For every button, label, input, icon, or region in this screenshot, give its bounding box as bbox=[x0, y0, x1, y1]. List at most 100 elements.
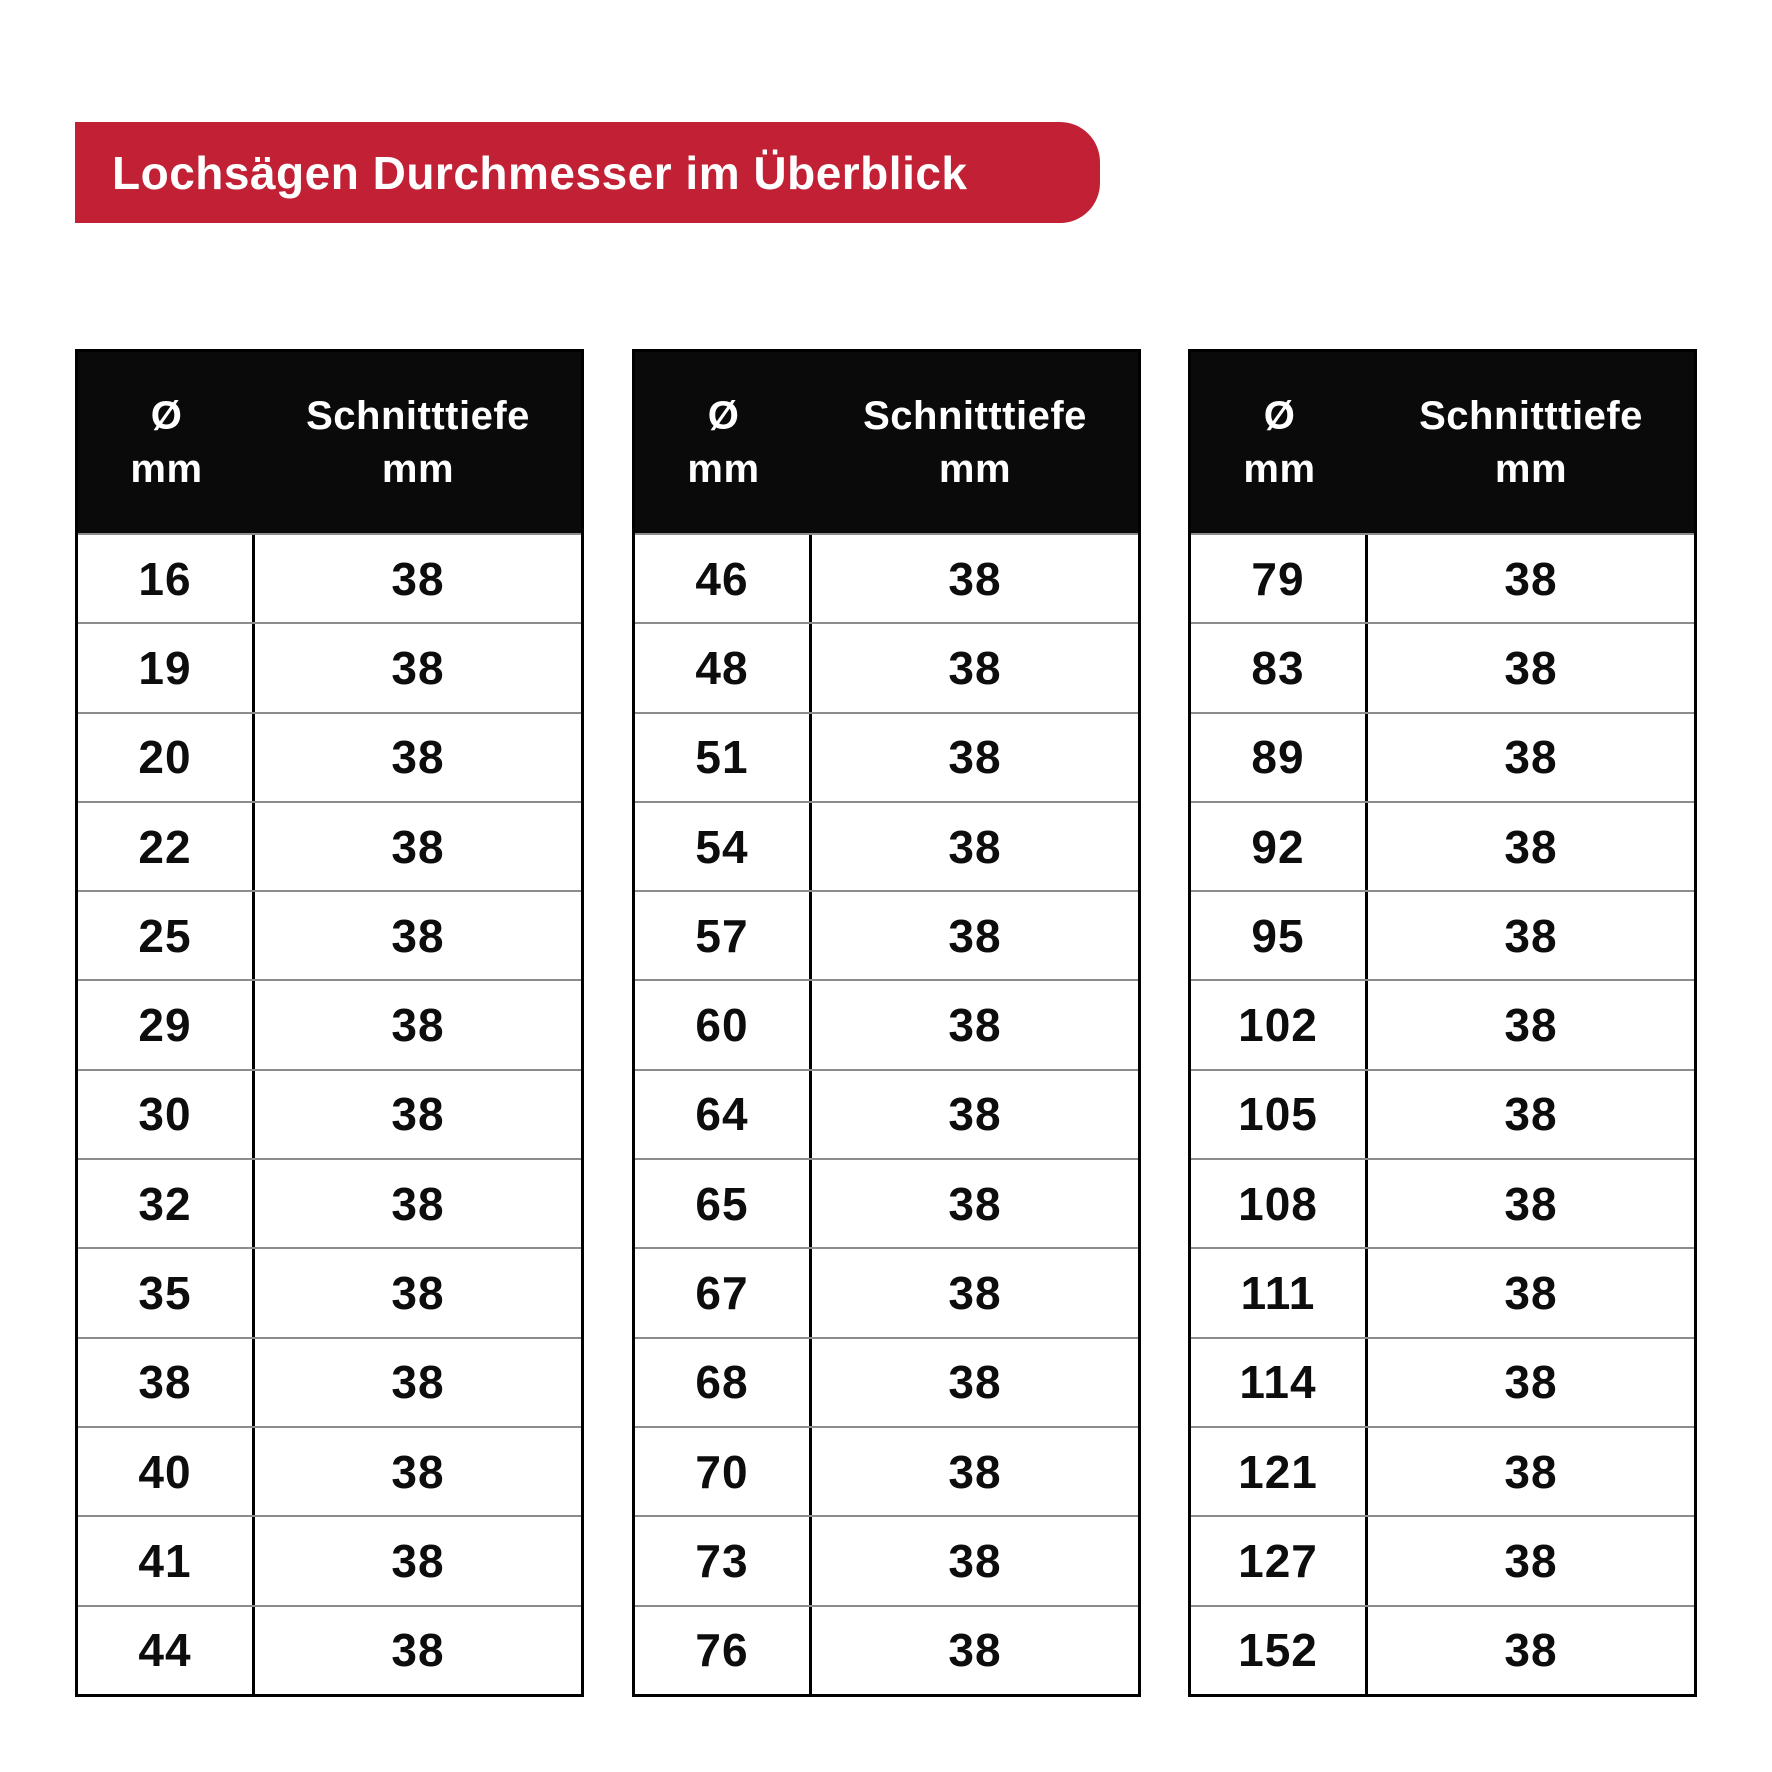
table-row: 127 38 bbox=[1191, 1515, 1694, 1605]
table-row: 30 38 bbox=[78, 1068, 581, 1159]
diameter-symbol: Ø bbox=[1263, 393, 1296, 438]
diameter-cell: 79 bbox=[1191, 535, 1368, 623]
cut-depth-cell: 38 bbox=[1504, 731, 1558, 784]
table-row: 46 38 bbox=[635, 533, 1138, 623]
cut-depth-unit: mm bbox=[1494, 446, 1568, 491]
diameter-cell: 46 bbox=[635, 535, 812, 623]
cut-depth-cell: 38 bbox=[948, 1177, 1002, 1230]
cut-depth-label: Schnitttiefe bbox=[863, 393, 1087, 438]
diameter-cell: 16 bbox=[78, 535, 255, 623]
cut-depth-cell: 38 bbox=[1504, 999, 1558, 1052]
cut-depth-cell: 38 bbox=[948, 1624, 1002, 1677]
table-row: 29 38 bbox=[78, 979, 581, 1069]
cut-depth-cell: 38 bbox=[1504, 1624, 1558, 1677]
cut-depth-cell: 38 bbox=[948, 999, 1002, 1052]
cut-depth-cell: 38 bbox=[391, 820, 445, 873]
table-row: 70 38 bbox=[635, 1425, 1138, 1516]
cut-depth-cell: 38 bbox=[1504, 1534, 1558, 1587]
diameter-cell: 114 bbox=[1191, 1338, 1368, 1426]
diameter-cell: 41 bbox=[78, 1517, 255, 1605]
cut-depth-cell: 38 bbox=[948, 552, 1002, 605]
diameter-cell: 60 bbox=[635, 981, 812, 1069]
cut-depth-cell: 38 bbox=[391, 552, 445, 605]
diameter-unit: mm bbox=[130, 446, 203, 491]
table-row: 64 38 bbox=[635, 1068, 1138, 1159]
diameter-cell: 48 bbox=[635, 624, 812, 712]
cut-depth-cell: 38 bbox=[1504, 820, 1558, 873]
table-row: 121 38 bbox=[1191, 1425, 1694, 1516]
diameter-cell: 68 bbox=[635, 1338, 812, 1426]
table-row: 111 38 bbox=[1191, 1247, 1694, 1337]
cut-depth-cell: 38 bbox=[391, 909, 445, 962]
table-row: 54 38 bbox=[635, 800, 1138, 891]
table-row: 48 38 bbox=[635, 622, 1138, 712]
col-header-diameter: Ø mm bbox=[78, 390, 255, 496]
diameter-cell: 65 bbox=[635, 1160, 812, 1248]
cut-depth-unit: mm bbox=[938, 446, 1012, 491]
table-header: Ø mm Schnitttiefe mm bbox=[78, 352, 581, 533]
table-row: 60 38 bbox=[635, 979, 1138, 1069]
cut-depth-cell: 38 bbox=[948, 909, 1002, 962]
diameter-cell: 57 bbox=[635, 892, 812, 980]
cut-depth-cell: 38 bbox=[391, 1534, 445, 1587]
diameter-cell: 127 bbox=[1191, 1517, 1368, 1605]
cut-depth-cell: 38 bbox=[1504, 552, 1558, 605]
diameter-table-large: Ø mm Schnitttiefe mm 79 38 83 38 89 38 bbox=[1188, 349, 1697, 1697]
table-row: 25 38 bbox=[78, 890, 581, 980]
diameter-unit: mm bbox=[687, 446, 760, 491]
col-header-diameter: Ø mm bbox=[635, 390, 812, 496]
diameter-cell: 73 bbox=[635, 1517, 812, 1605]
cut-depth-cell: 38 bbox=[391, 999, 445, 1052]
cut-depth-cell: 38 bbox=[391, 1624, 445, 1677]
table-row: 65 38 bbox=[635, 1158, 1138, 1248]
cut-depth-cell: 38 bbox=[1504, 641, 1558, 694]
diameter-cell: 67 bbox=[635, 1249, 812, 1337]
diameter-cell: 38 bbox=[78, 1338, 255, 1426]
diameter-cell: 89 bbox=[1191, 713, 1368, 801]
title-banner: Lochsägen Durchmesser im Überblick bbox=[75, 122, 1100, 223]
table-row: 105 38 bbox=[1191, 1068, 1694, 1159]
table-header: Ø mm Schnitttiefe mm bbox=[1191, 352, 1694, 533]
cut-depth-cell: 38 bbox=[948, 641, 1002, 694]
table-row: 152 38 bbox=[1191, 1604, 1694, 1694]
cut-depth-cell: 38 bbox=[948, 731, 1002, 784]
diameter-cell: 44 bbox=[78, 1606, 255, 1694]
diameter-cell: 102 bbox=[1191, 981, 1368, 1069]
table-body: 46 38 48 38 51 38 54 38 57 38 bbox=[635, 533, 1138, 1694]
table-row: 76 38 bbox=[635, 1604, 1138, 1694]
table-row: 35 38 bbox=[78, 1247, 581, 1337]
diameter-cell: 22 bbox=[78, 802, 255, 891]
diameter-cell: 64 bbox=[635, 1070, 812, 1159]
cut-depth-cell: 38 bbox=[1504, 909, 1558, 962]
table-body: 79 38 83 38 89 38 92 38 95 38 bbox=[1191, 533, 1694, 1694]
col-header-diameter: Ø mm bbox=[1191, 390, 1368, 496]
table-row: 67 38 bbox=[635, 1247, 1138, 1337]
table-row: 79 38 bbox=[1191, 533, 1694, 623]
cut-depth-cell: 38 bbox=[391, 1267, 445, 1320]
diameter-table-small: Ø mm Schnitttiefe mm 16 38 19 38 20 38 bbox=[75, 349, 584, 1697]
diameter-cell: 76 bbox=[635, 1606, 812, 1694]
diameter-cell: 40 bbox=[78, 1427, 255, 1516]
diameter-cell: 70 bbox=[635, 1427, 812, 1516]
diameter-cell: 105 bbox=[1191, 1070, 1368, 1159]
table-row: 38 38 bbox=[78, 1336, 581, 1426]
table-row: 108 38 bbox=[1191, 1158, 1694, 1248]
table-row: 51 38 bbox=[635, 711, 1138, 801]
col-header-cut-depth: Schnitttiefe mm bbox=[255, 390, 581, 496]
diameter-cell: 19 bbox=[78, 624, 255, 712]
page-title: Lochsägen Durchmesser im Überblick bbox=[112, 146, 968, 199]
cut-depth-cell: 38 bbox=[391, 1445, 445, 1498]
cut-depth-cell: 38 bbox=[948, 1267, 1002, 1320]
cut-depth-cell: 38 bbox=[948, 1356, 1002, 1409]
diameter-cell: 92 bbox=[1191, 802, 1368, 891]
diameter-cell: 111 bbox=[1191, 1249, 1368, 1337]
table-row: 32 38 bbox=[78, 1158, 581, 1248]
cut-depth-unit: mm bbox=[381, 446, 455, 491]
diameter-cell: 108 bbox=[1191, 1160, 1368, 1248]
diameter-unit: mm bbox=[1243, 446, 1316, 491]
table-row: 89 38 bbox=[1191, 711, 1694, 801]
diameter-cell: 20 bbox=[78, 713, 255, 801]
diameter-cell: 152 bbox=[1191, 1606, 1368, 1694]
diameter-cell: 95 bbox=[1191, 892, 1368, 980]
diameter-symbol: Ø bbox=[150, 393, 183, 438]
